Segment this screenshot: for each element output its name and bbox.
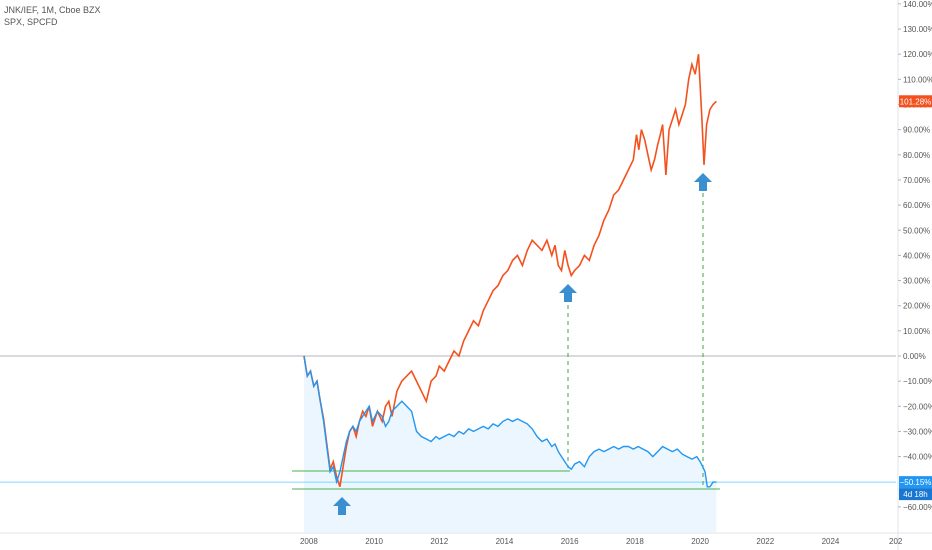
price-labels: 101.28% −50.15% 4d 18h (899, 95, 932, 501)
y-tick-label: −10.00% (903, 377, 932, 386)
x-axis[interactable]: 2008 2010 2012 2014 2016 2018 2020 2022 2024 202 (0, 532, 932, 546)
chart-header: JNK/IEF, 1M, Cboe BZX SPX, SPCFD (4, 4, 101, 28)
jnk-ief-price-label-bg (899, 476, 932, 489)
arrow-up-2016-icon (559, 284, 577, 302)
jnk-ief-area (304, 356, 717, 533)
bar-countdown-label-text: 4d 18h (903, 490, 927, 499)
spx-price-label: 101.28% (899, 95, 932, 108)
y-axis[interactable]: 140.00%130.00%120.00%110.00%100.00%90.00… (897, 0, 932, 550)
jnk-ief-price-label-text: −50.15% (900, 478, 932, 487)
x-tick-label: 2018 (626, 537, 644, 546)
y-tick-label: −40.00% (903, 453, 932, 462)
y-tick-label: 0.00% (903, 352, 926, 361)
y-tick-label: −20.00% (903, 402, 932, 411)
y-tick-label: 140.00% (903, 0, 932, 9)
arrow-up-2020[interactable] (694, 173, 712, 191)
x-tick-label: 2012 (430, 537, 448, 546)
arrow-up-2009-icon (333, 497, 351, 515)
x-tick-label: 2014 (496, 537, 514, 546)
y-tick-label: 80.00% (903, 151, 930, 160)
y-tick-label: 20.00% (903, 302, 930, 311)
y-tick-label: 50.00% (903, 226, 930, 235)
y-tick-label: −60.00% (903, 503, 932, 512)
x-tick-label: 2016 (561, 537, 579, 546)
x-tick-label: 202 (889, 537, 903, 546)
y-tick-label: 40.00% (903, 251, 930, 260)
arrow-up-2009[interactable] (333, 497, 351, 515)
x-tick-label: 2008 (300, 537, 318, 546)
y-tick-label: 30.00% (903, 277, 930, 286)
spx-price-label-bg (899, 95, 932, 108)
annotation-arrows (333, 173, 712, 515)
bar-countdown-label-bg (899, 488, 932, 501)
y-tick-label: 110.00% (903, 75, 932, 84)
jnk-ief-fill (304, 356, 717, 533)
jnk-ief-line[interactable] (303, 355, 717, 488)
spx-line[interactable] (303, 54, 717, 488)
y-tick-label: 10.00% (903, 327, 930, 336)
y-tick-label: 120.00% (903, 50, 932, 59)
jnk-ief-price-label: −50.15% (899, 476, 932, 489)
y-tick-label: 60.00% (903, 201, 930, 210)
annotation-lines (0, 193, 896, 490)
y-tick-label: −30.00% (903, 427, 932, 436)
y-tick-label: 70.00% (903, 176, 930, 185)
arrow-up-2016[interactable] (559, 284, 577, 302)
y-tick-label: 90.00% (903, 126, 930, 135)
bar-countdown-label: 4d 18h (899, 488, 932, 501)
spx-price-label-text: 101.28% (900, 97, 932, 106)
y-tick-label: 130.00% (903, 25, 932, 34)
compare-symbol-title[interactable]: SPX, SPCFD (4, 17, 58, 27)
x-tick-label: 2024 (822, 537, 840, 546)
x-tick-label: 2020 (691, 537, 709, 546)
series-lines (303, 54, 717, 488)
symbol-title[interactable]: JNK/IEF, 1M, Cboe BZX (4, 5, 101, 15)
arrow-up-2020-icon (694, 173, 712, 191)
x-tick-label: 2022 (756, 537, 774, 546)
x-tick-label: 2010 (365, 537, 383, 546)
